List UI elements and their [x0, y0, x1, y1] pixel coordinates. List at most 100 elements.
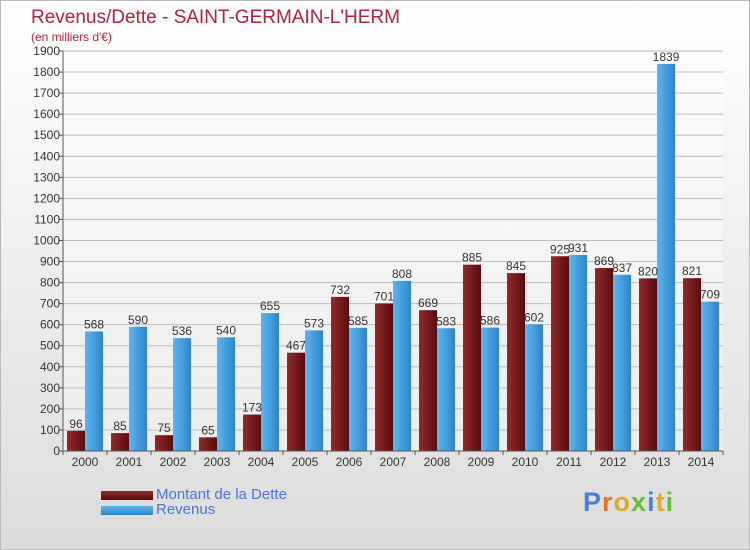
legend-swatch-dette: [101, 491, 153, 500]
x-tick-label: 2007: [380, 455, 407, 469]
bar-revenus: [349, 327, 367, 451]
x-tick-label: 2014: [688, 455, 715, 469]
bar-dette: [67, 430, 85, 451]
bar-dette: [595, 268, 613, 451]
x-tick-label: 2010: [512, 455, 539, 469]
data-label-revenus: 931: [568, 241, 588, 255]
y-tick-label: 200: [40, 402, 60, 416]
proxiti-logo: Proxiti: [583, 487, 674, 518]
bar-dette: [331, 296, 349, 451]
bar-revenus: [393, 280, 411, 451]
bar-dette: [287, 352, 305, 451]
bar-dette: [683, 278, 701, 451]
data-label-revenus: 568: [84, 317, 104, 331]
bar-dette: [155, 435, 173, 451]
legend-swatch-revenus: [101, 506, 153, 515]
bar-revenus: [569, 255, 587, 451]
data-label-revenus: 709: [700, 288, 720, 302]
data-label-revenus: 536: [172, 324, 192, 338]
data-label-revenus: 583: [436, 314, 456, 328]
bar-revenus: [437, 328, 455, 451]
bar-dette: [243, 414, 261, 451]
x-tick-label: 2006: [336, 455, 363, 469]
data-label-dette: 65: [201, 423, 215, 437]
bar-dette: [507, 273, 525, 451]
data-label-revenus: 837: [612, 261, 632, 275]
y-tick-label: 600: [40, 318, 60, 332]
data-label-revenus: 655: [260, 299, 280, 313]
data-label-revenus: 808: [392, 267, 412, 281]
data-label-revenus: 573: [304, 316, 324, 330]
x-tick-label: 2013: [644, 455, 671, 469]
data-label-revenus: 586: [480, 314, 500, 328]
y-tick-label: 100: [40, 423, 60, 437]
y-tick-label: 800: [40, 276, 60, 290]
chart-subtitle: (en milliers d'€): [31, 30, 112, 44]
bar-revenus: [613, 274, 631, 451]
bar-dette: [639, 278, 657, 451]
bar-dette: [375, 303, 393, 451]
data-label-dette: 669: [418, 296, 438, 310]
y-tick-label: 1600: [33, 107, 60, 121]
bar-dette: [463, 264, 481, 451]
y-tick-label: 0: [53, 444, 60, 458]
logo-letter: o: [613, 487, 632, 517]
bar-revenus: [85, 331, 103, 451]
data-label-revenus: 1839: [653, 50, 680, 64]
bar-revenus: [525, 324, 543, 451]
data-label-dette: 845: [506, 259, 526, 273]
y-tick-label: 1200: [33, 191, 60, 205]
y-tick-label: 500: [40, 339, 60, 353]
data-label-dette: 467: [286, 339, 306, 353]
legend-label-dette: Montant de la Dette: [156, 486, 287, 503]
data-label-dette: 701: [374, 289, 394, 303]
bar-revenus: [657, 63, 675, 452]
bar-revenus: [481, 327, 499, 451]
bar-revenus: [701, 301, 719, 451]
bar-dette: [419, 310, 437, 451]
x-tick-label: 2002: [160, 455, 187, 469]
logo-letter: r: [602, 487, 614, 517]
x-tick-label: 2004: [248, 455, 275, 469]
x-tick-label: 2008: [424, 455, 451, 469]
data-label-dette: 885: [462, 251, 482, 265]
bar-revenus: [305, 330, 323, 451]
y-tick-label: 1500: [33, 128, 60, 142]
x-tick-label: 2001: [116, 455, 143, 469]
y-tick-label: 1700: [33, 86, 60, 100]
data-label-revenus: 602: [524, 310, 544, 324]
bar-revenus: [261, 313, 279, 451]
bar-dette: [551, 256, 569, 451]
bar-dette: [199, 437, 217, 451]
bar-revenus: [129, 326, 147, 451]
x-tick-label: 2009: [468, 455, 495, 469]
data-label-dette: 732: [330, 283, 350, 297]
x-tick-label: 2003: [204, 455, 231, 469]
y-tick-label: 1100: [34, 212, 60, 226]
y-tick-label: 300: [40, 381, 60, 395]
logo-letter: i: [665, 487, 675, 517]
data-label-dette: 96: [69, 417, 83, 431]
y-tick-label: 1800: [33, 65, 60, 79]
y-tick-label: 1300: [33, 170, 60, 184]
data-label-dette: 173: [242, 401, 262, 415]
bar-revenus: [217, 337, 235, 451]
data-label-dette: 75: [157, 421, 171, 435]
y-tick-label: 700: [40, 297, 60, 311]
logo-letter: x: [631, 487, 648, 517]
legend-label-revenus: Revenus: [156, 501, 216, 518]
data-label-revenus: 590: [128, 313, 148, 327]
logo-letter: P: [583, 487, 603, 517]
y-tick-label: 400: [40, 360, 60, 374]
data-label-dette: 869: [594, 254, 614, 268]
y-tick-label: 900: [40, 255, 60, 269]
x-tick-label: 2000: [72, 455, 99, 469]
logo-letter: t: [655, 487, 666, 517]
y-tick-label: 1400: [33, 149, 60, 163]
data-label-dette: 925: [550, 242, 570, 256]
bar-revenus: [173, 338, 191, 451]
data-label-dette: 821: [682, 264, 702, 278]
data-label-revenus: 540: [216, 323, 236, 337]
